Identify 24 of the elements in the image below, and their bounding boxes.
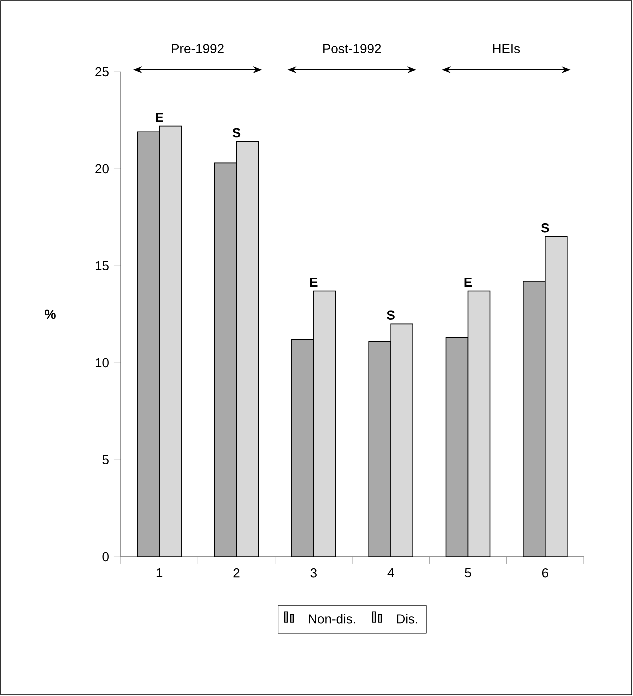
x-tick-label: 4 xyxy=(388,568,394,578)
x-tick-label: 3 xyxy=(310,568,317,578)
text: Pre-1992 xyxy=(172,44,224,54)
annotation: S xyxy=(232,128,241,138)
x-tick-label: 2 xyxy=(234,568,240,578)
x-tick-label: 5 xyxy=(465,568,472,578)
text: Post-1992 xyxy=(324,44,382,54)
text: HEIs xyxy=(493,44,520,54)
y-tick-label: 25 xyxy=(96,67,109,77)
annotation: E xyxy=(156,113,164,122)
y-tick-label: 10 xyxy=(96,358,109,368)
y-tick-label: 5 xyxy=(102,455,109,465)
legend-label: Non-dis. xyxy=(309,614,356,624)
annotation: S xyxy=(387,310,395,320)
annotation: S xyxy=(541,223,550,233)
y-tick-label: 15 xyxy=(96,261,109,271)
x-tick-label: 1 xyxy=(156,568,163,578)
x-tick-label: 6 xyxy=(542,568,548,578)
y-tick-label: 0 xyxy=(102,552,109,562)
y-axis-title: % xyxy=(45,310,56,320)
annotation: E xyxy=(464,278,472,288)
legend-label: Dis. xyxy=(397,614,418,624)
y-tick-label: 20 xyxy=(96,164,109,174)
annotation: E xyxy=(310,278,318,288)
